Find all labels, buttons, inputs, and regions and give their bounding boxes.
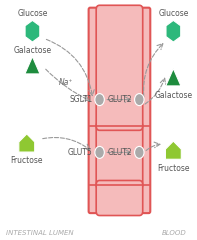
Circle shape (135, 146, 144, 158)
Polygon shape (25, 57, 40, 74)
Text: Fructose: Fructose (10, 156, 43, 166)
FancyBboxPatch shape (96, 5, 143, 130)
Polygon shape (25, 20, 40, 42)
FancyBboxPatch shape (138, 8, 150, 213)
Text: GLUT5: GLUT5 (68, 148, 93, 157)
Polygon shape (19, 134, 35, 152)
FancyBboxPatch shape (96, 180, 143, 216)
Circle shape (135, 94, 144, 106)
Polygon shape (165, 141, 181, 159)
FancyBboxPatch shape (96, 122, 143, 189)
Text: INTESTINAL LUMEN: INTESTINAL LUMEN (6, 230, 74, 236)
Polygon shape (166, 69, 181, 86)
Text: Galactose: Galactose (13, 46, 51, 55)
Text: Glucose: Glucose (17, 9, 48, 18)
Text: Na⁺: Na⁺ (58, 78, 73, 87)
Text: SGLT1: SGLT1 (69, 95, 93, 104)
FancyBboxPatch shape (89, 8, 101, 213)
Circle shape (95, 146, 104, 158)
Text: Fructose: Fructose (157, 164, 190, 173)
Text: GLUT2: GLUT2 (108, 95, 132, 104)
Text: Glucose: Glucose (158, 9, 189, 18)
Text: BLOOD: BLOOD (162, 230, 187, 236)
Circle shape (95, 94, 104, 106)
Text: GLUT2: GLUT2 (108, 148, 132, 157)
Text: Galactose: Galactose (154, 91, 192, 100)
Polygon shape (166, 20, 181, 42)
